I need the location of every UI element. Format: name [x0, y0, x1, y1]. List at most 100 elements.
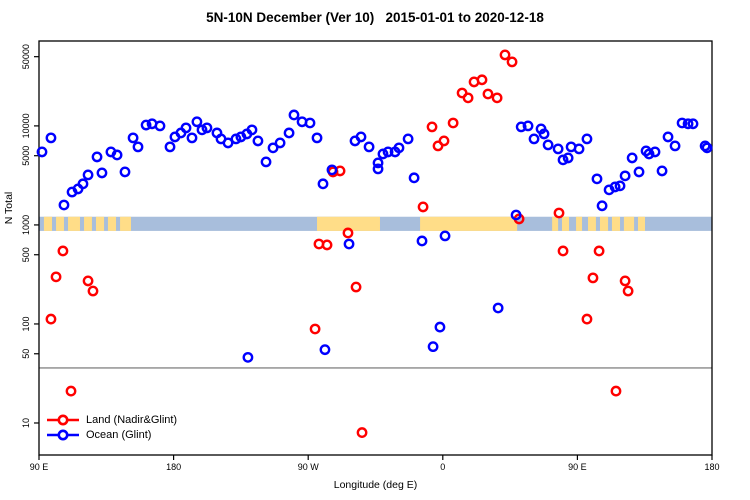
plot-frame	[38, 40, 713, 456]
data-point-ocean	[614, 180, 626, 192]
ocean-series-marker-icon	[47, 429, 79, 441]
data-point-ocean	[77, 178, 89, 190]
surface-band-land-segment	[576, 216, 583, 231]
data-point-ocean	[132, 141, 144, 153]
y-tick-label: 10	[21, 418, 31, 428]
data-point-ocean	[515, 121, 527, 133]
data-point-ocean	[96, 167, 108, 179]
data-point-ocean	[643, 148, 655, 160]
land-series-marker-icon	[47, 414, 79, 426]
data-point-land	[438, 135, 450, 147]
data-point-ocean	[573, 143, 585, 155]
data-point-ocean	[427, 341, 439, 353]
surface-band-land-segment	[561, 216, 570, 231]
data-point-ocean	[699, 140, 711, 152]
data-point-ocean	[591, 173, 603, 185]
data-point-ocean	[619, 170, 631, 182]
data-point-land	[581, 313, 593, 325]
data-point-ocean	[510, 209, 522, 221]
data-point-ocean	[382, 146, 394, 158]
data-point-ocean	[36, 146, 48, 158]
data-point-ocean	[119, 166, 131, 178]
data-point-ocean	[402, 133, 414, 145]
data-point-ocean	[154, 120, 166, 132]
data-point-ocean	[682, 118, 694, 130]
data-point-land	[350, 281, 362, 293]
data-point-land	[309, 323, 321, 335]
data-point-land	[593, 245, 605, 257]
data-point-ocean	[230, 133, 242, 145]
surface-band-land-segment	[637, 216, 645, 231]
data-point-land	[342, 227, 354, 239]
data-point-ocean	[416, 235, 428, 247]
data-point-ocean	[304, 117, 316, 129]
data-point-ocean	[656, 165, 668, 177]
legend-label-ocean: Ocean (Glint)	[86, 429, 152, 441]
data-point-ocean	[311, 132, 323, 144]
y-tick-label: 100	[21, 316, 31, 331]
data-point-ocean	[372, 157, 384, 169]
data-point-land	[587, 272, 599, 284]
data-point-ocean	[439, 230, 451, 242]
data-point-land	[57, 245, 69, 257]
data-point-ocean	[246, 124, 258, 136]
y-axis-title: N Total	[3, 192, 15, 225]
surface-band-land-segment	[611, 216, 621, 231]
data-point-land	[482, 88, 494, 100]
data-point-ocean	[274, 137, 286, 149]
legend-item-ocean: Ocean (Glint)	[46, 428, 177, 442]
data-point-ocean	[596, 200, 608, 212]
data-point-land	[506, 56, 518, 68]
data-point-ocean	[363, 141, 375, 153]
data-point-land	[50, 271, 62, 283]
data-point-ocean	[127, 132, 139, 144]
data-point-ocean	[319, 344, 331, 356]
data-point-ocean	[669, 140, 681, 152]
data-point-ocean	[201, 122, 213, 134]
data-point-ocean	[562, 152, 574, 164]
data-point-land	[87, 285, 99, 297]
data-point-ocean	[317, 178, 329, 190]
data-point-land	[491, 92, 503, 104]
surface-band-land-segment	[588, 216, 596, 231]
data-point-land	[426, 121, 438, 133]
data-point-ocean	[164, 141, 176, 153]
data-point-land	[619, 275, 631, 287]
data-point-land	[417, 201, 429, 213]
data-point-land	[462, 92, 474, 104]
data-point-ocean	[326, 164, 338, 176]
y-tick-label: 5000	[21, 146, 31, 166]
data-point-land	[499, 49, 511, 61]
data-point-land	[65, 385, 77, 397]
data-point-ocean	[186, 132, 198, 144]
data-point-ocean	[91, 151, 103, 163]
surface-band-land-segment	[420, 216, 518, 231]
data-point-ocean	[662, 131, 674, 143]
data-point-ocean	[343, 238, 355, 250]
surface-band-land-segment	[95, 216, 105, 231]
surface-band-land-segment	[56, 216, 64, 231]
data-point-land	[45, 313, 57, 325]
data-point-ocean	[609, 181, 621, 193]
data-point-land	[321, 239, 333, 251]
surface-band-land-segment	[107, 216, 117, 231]
data-point-ocean	[393, 142, 405, 154]
x-tick-label: 180	[704, 462, 719, 472]
data-point-ocean	[676, 117, 688, 129]
x-tick-label: 0	[440, 462, 445, 472]
y-tick-label: 500	[21, 247, 31, 262]
data-point-ocean	[58, 199, 70, 211]
data-point-ocean	[111, 149, 123, 161]
data-point-ocean	[252, 135, 264, 147]
data-point-ocean	[140, 119, 152, 131]
data-point-land	[476, 74, 488, 86]
x-tick-label: 180	[166, 462, 181, 472]
surface-band-land-segment	[84, 216, 92, 231]
data-point-ocean	[260, 156, 272, 168]
x-axis-title: Longitude (deg E)	[334, 479, 417, 491]
data-point-land	[82, 275, 94, 287]
data-point-ocean	[45, 132, 57, 144]
surface-band-land-segment	[68, 216, 80, 231]
y-tick-label: 10000	[21, 113, 31, 138]
